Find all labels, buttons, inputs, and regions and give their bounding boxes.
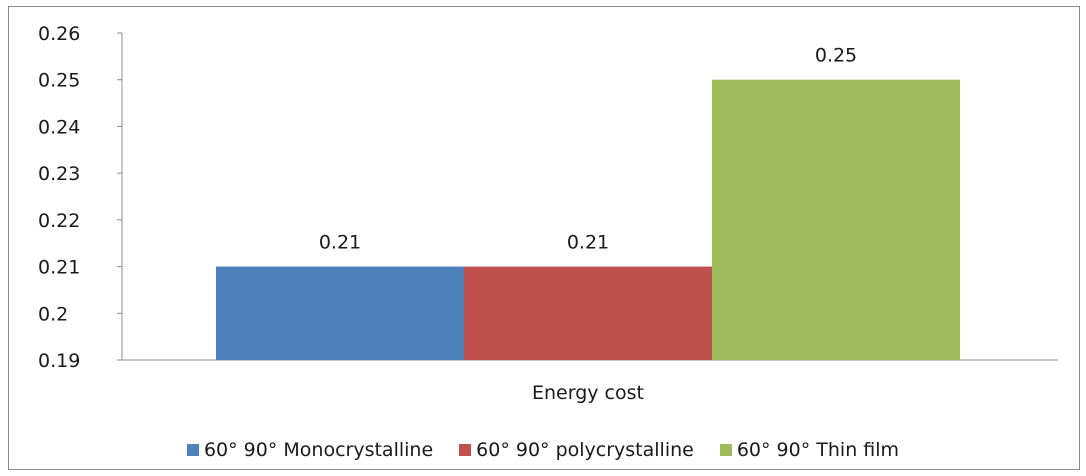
bar-1 bbox=[464, 266, 712, 360]
bar-0 bbox=[216, 266, 464, 360]
legend-label-thin-film: 60° 90° Thin film bbox=[736, 439, 900, 461]
category-label: Energy cost bbox=[532, 382, 644, 404]
y-tick-label: 0.2 bbox=[38, 303, 68, 325]
data-label-2: 0.25 bbox=[815, 45, 857, 67]
legend-swatch-monocrystalline bbox=[186, 444, 199, 456]
y-tick-label: 0.22 bbox=[38, 210, 80, 232]
y-tick-label: 0.23 bbox=[38, 163, 80, 185]
legend-item-monocrystalline: 60° 90° Monocrystalline bbox=[186, 439, 434, 461]
legend-item-thin-film: 60° 90° Thin film bbox=[719, 439, 900, 461]
y-tick-label: 0.19 bbox=[38, 350, 80, 372]
y-tick-label: 0.24 bbox=[38, 116, 80, 138]
data-label-1: 0.21 bbox=[567, 232, 609, 254]
legend: 60° 90° Monocrystalline 60° 90° polycrys… bbox=[0, 437, 1086, 463]
legend-label-monocrystalline: 60° 90° Monocrystalline bbox=[203, 439, 434, 461]
data-label-0: 0.21 bbox=[319, 232, 361, 254]
y-tick-label: 0.26 bbox=[38, 23, 80, 45]
bars bbox=[216, 79, 960, 360]
y-tick-label: 0.25 bbox=[38, 70, 80, 92]
legend-swatch-polycrystalline bbox=[459, 444, 472, 456]
legend-item-polycrystalline: 60° 90° polycrystalline bbox=[459, 439, 694, 461]
data-labels: 0.21 0.21 0.25 bbox=[319, 45, 857, 254]
legend-swatch-thin-film bbox=[719, 444, 732, 456]
bar-2 bbox=[712, 79, 960, 360]
y-tick-label: 0.21 bbox=[38, 257, 80, 279]
legend-label-polycrystalline: 60° 90° polycrystalline bbox=[476, 439, 694, 461]
